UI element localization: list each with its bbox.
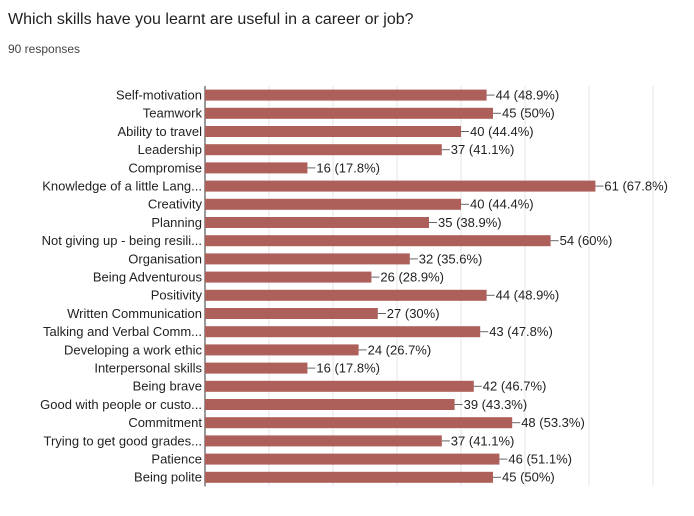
y-tick-label: Developing a work ethic [64,342,203,357]
bar [205,326,481,338]
bar [205,344,359,356]
value-label: 42 (46.7%) [483,379,547,394]
bar [205,107,493,119]
value-label: 26 (28.9%) [380,270,444,285]
y-tick-label: Self-motivation [116,88,202,103]
value-label: 16 (17.8%) [316,361,380,376]
value-label: 45 (50%) [502,470,555,485]
value-label: 54 (60%) [560,233,613,248]
bar [205,453,500,465]
bar [205,89,487,101]
bar [205,144,442,156]
bar [205,271,372,283]
y-tick-label: Knowledge of a little Lang... [42,179,202,194]
y-tick-label: Not giving up - being resili... [42,233,202,248]
y-tick-label: Talking and Verbal Comm... [43,324,202,339]
y-tick-label: Creativity [148,197,203,212]
y-tick-label: Organisation [128,251,202,266]
y-tick-label: Compromise [128,160,202,175]
value-label: 61 (67.8%) [604,179,668,194]
y-tick-label: Being polite [134,470,202,485]
y-tick-label: Patience [151,452,202,467]
bar [205,126,461,137]
value-label: 40 (44.4%) [470,197,534,212]
value-label: 39 (43.3%) [464,397,528,412]
bar [205,417,513,429]
y-tick-label: Ability to travel [117,124,202,139]
bar [205,235,551,247]
bar [205,308,378,319]
value-label: 24 (26.7%) [368,342,432,357]
value-label: 35 (38.9%) [438,215,502,230]
bar [205,289,487,301]
value-label: 43 (47.8%) [489,324,553,339]
chart-subtitle: 90 responses [8,42,80,56]
y-tick-label: Positivity [151,288,203,303]
y-tick-label: Commitment [128,415,202,430]
bar [205,217,429,228]
bar [205,435,442,447]
y-tick-label: Good with people or custo... [40,397,202,412]
bar [205,471,493,483]
y-tick-label: Leadership [138,142,202,157]
y-tick-label: Being brave [133,379,202,394]
value-label: 37 (41.1%) [451,142,515,157]
y-tick-label: Teamwork [143,106,203,121]
bar [205,253,410,265]
y-tick-label: Written Communication [67,306,202,321]
bar [205,162,308,174]
value-label: 32 (35.6%) [419,251,483,266]
value-label: 40 (44.4%) [470,124,534,139]
y-tick-label: Trying to get good grades... [43,433,202,448]
value-label: 46 (51.1%) [508,452,572,467]
bar [205,380,474,392]
value-label: 48 (53.3%) [521,415,585,430]
value-label: 27 (30%) [387,306,440,321]
bar [205,180,596,192]
bar [205,362,308,374]
value-label: 44 (48.9%) [496,288,560,303]
value-label: 37 (41.1%) [451,433,515,448]
value-label: 16 (17.8%) [316,160,380,175]
bar [205,198,461,210]
bar [205,399,455,410]
value-label: 44 (48.9%) [496,88,560,103]
value-label: 45 (50%) [502,106,555,121]
y-tick-label: Being Adventurous [93,270,203,285]
y-tick-label: Planning [151,215,202,230]
chart-title: Which skills have you learnt are useful … [8,11,414,28]
y-tick-label: Interpersonal skills [94,361,202,376]
